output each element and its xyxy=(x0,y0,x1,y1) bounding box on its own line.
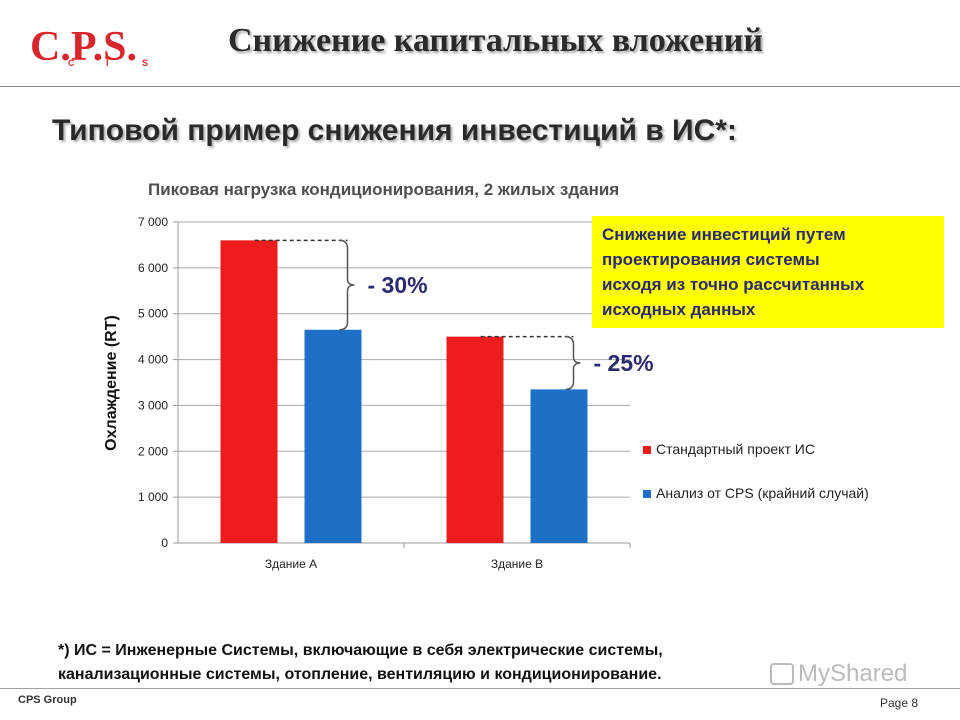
footnote: *) ИС = Инженерные Системы, включающие в… xyxy=(58,639,778,687)
bar-standard xyxy=(220,240,278,544)
note-line: исходных данных xyxy=(602,300,756,319)
x-tick-label: Здание В xyxy=(491,557,543,571)
svg-text:C: C xyxy=(68,58,75,68)
chart-title: Пиковая нагрузка кондиционирования, 2 жи… xyxy=(148,180,620,199)
legend-label: Стандартный проект ИС xyxy=(656,441,815,457)
svg-text:I: I xyxy=(106,58,109,68)
slide-subtitle: Типовой пример снижения инвестиций в ИС*… xyxy=(52,114,737,147)
legend-swatch xyxy=(643,490,651,498)
svg-text:C.P.S.: C.P.S. xyxy=(30,24,137,68)
y-tick-label: 6 000 xyxy=(138,261,168,275)
header-divider xyxy=(0,86,960,87)
y-tick-label: 5 000 xyxy=(138,307,168,321)
reduction-label: - 25% xyxy=(594,350,654,376)
chart-bars xyxy=(220,240,588,544)
y-tick-label: 1 000 xyxy=(138,490,168,504)
x-tick-label: Здание А xyxy=(265,557,317,571)
note-box: Снижение инвестиций путем проектирования… xyxy=(592,216,944,328)
svg-text:S: S xyxy=(142,58,148,68)
legend-label: Анализ от CPS (крайний случай) xyxy=(656,485,869,501)
note-line: Снижение инвестиций путем xyxy=(602,225,846,244)
reduction-label: - 30% xyxy=(368,272,428,298)
watermark-text: MyShared xyxy=(798,660,908,687)
chart-legend: Стандартный проект ИС Анализ от CPS (край… xyxy=(643,441,869,501)
footer-divider xyxy=(0,688,960,689)
bar-standard xyxy=(446,336,504,543)
y-tick-label: 4 000 xyxy=(138,353,168,367)
footnote-line: *) ИС = Инженерные Системы, включающие в… xyxy=(58,642,663,659)
bar-cps xyxy=(530,389,588,543)
footer-company: CPS Group xyxy=(18,694,77,706)
y-tick-label: 2 000 xyxy=(138,444,168,458)
footnote-line: канализационные системы, отопление, вент… xyxy=(58,666,662,683)
presentation-icon xyxy=(770,663,794,685)
legend-swatch xyxy=(643,446,651,454)
bar-cps xyxy=(304,329,362,543)
cps-logo: C.P.S. C I S xyxy=(30,24,148,68)
note-line: исходя из точно рассчитанных xyxy=(602,275,865,294)
brace-shape xyxy=(339,239,355,331)
brace-shape xyxy=(565,335,581,391)
chart-annotations: - 30% - 25% xyxy=(254,239,654,391)
y-tick-label: 0 xyxy=(161,536,168,550)
note-line: проектирования системы xyxy=(602,250,820,269)
page-title: Снижение капитальных вложений xyxy=(228,22,763,59)
chart-axes: 0 1 000 2 000 3 000 4 000 5 000 6 000 7 000 Здан… xyxy=(138,215,631,571)
y-axis-label: Охлаждение (RT) xyxy=(103,315,120,451)
y-tick-label: 3 000 xyxy=(138,398,168,412)
watermark: MyShared xyxy=(770,660,907,688)
page-number: Page 8 xyxy=(880,696,919,710)
y-tick-label: 7 000 xyxy=(138,215,168,229)
